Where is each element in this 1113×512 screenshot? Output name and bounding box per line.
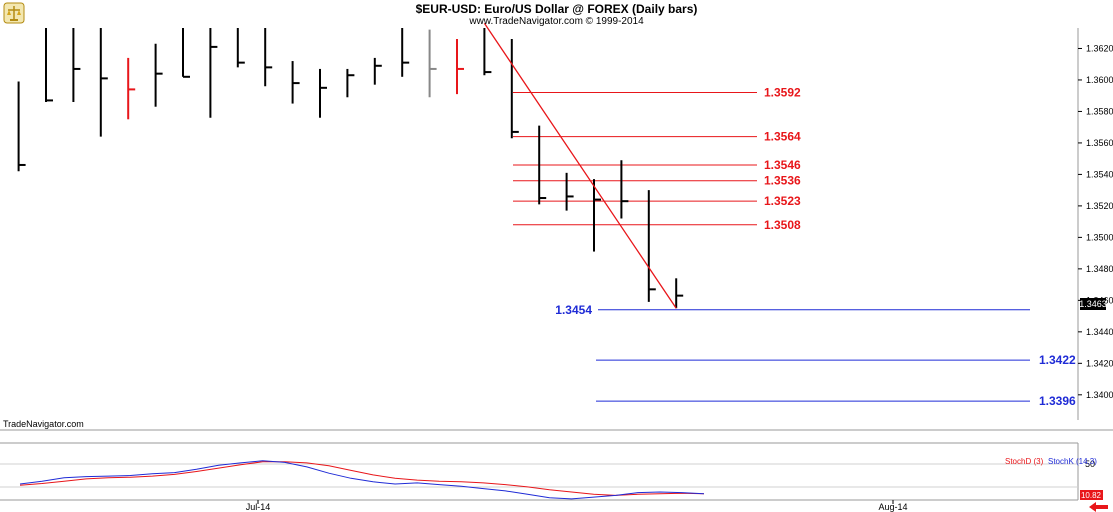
ohlc-bar <box>99 28 108 137</box>
ohlc-bar <box>319 68 327 118</box>
target-label-2: 1.3396 <box>1039 394 1076 408</box>
ohlc-bar <box>373 57 382 85</box>
ohlc-bar <box>264 28 273 87</box>
last-price-label: 1.3463 <box>1079 299 1107 309</box>
app-logo-icon <box>3 2 25 24</box>
price-levels: 1.3592 1.3564 1.3546 1.3536 1.3523 1.3508 1.34… <box>513 86 1076 408</box>
stoch-lines <box>19 460 705 500</box>
ohlc-bar <box>593 179 601 252</box>
stoch-last-value-marker: 10.82 <box>1080 490 1103 500</box>
ohlc-bar <box>428 29 437 98</box>
ohlc-bar <box>209 28 218 118</box>
retracement-label-5: 1.3508 <box>764 218 801 232</box>
ohlc-bar <box>401 28 410 77</box>
x-tick-jul: Jul-14 <box>246 502 271 512</box>
ohlc-bar <box>291 61 300 104</box>
target-label-1: 1.3422 <box>1039 353 1076 367</box>
ohlc-bar <box>456 39 464 95</box>
stoch-series-0 <box>19 461 705 496</box>
watermark: TradeNavigator.com <box>3 419 84 429</box>
ohlc-bar <box>647 190 656 302</box>
ohlc-bar <box>483 28 492 76</box>
ohlc-bar <box>45 28 53 102</box>
y-tick-label-6: 1.3500 <box>1086 232 1113 242</box>
y-tick-label-2: 1.3580 <box>1086 106 1113 116</box>
stochastic-pane: 50 StochD (3) StochK (14,3) 10.82 <box>0 442 1108 512</box>
ohlc-bar <box>510 39 519 139</box>
ohlc-bar <box>17 81 26 172</box>
ohlc-bar <box>154 43 163 107</box>
y-tick-label-9: 1.3440 <box>1086 327 1113 337</box>
x-tick-aug: Aug-14 <box>878 502 907 512</box>
y-tick-label-3: 1.3560 <box>1086 138 1113 148</box>
ohlc-bar <box>346 68 355 98</box>
price-axis: 1.3620 1.3600 1.3580 1.3560 1.3540 1.3520 1.35… <box>1078 43 1113 400</box>
ohlc-bar <box>620 160 629 219</box>
y-tick-label-10: 1.3420 <box>1086 358 1113 368</box>
stoch-legend-k: StochK (14,3) <box>1048 457 1097 466</box>
retracement-label-1: 1.3564 <box>764 130 801 144</box>
retracement-label-0: 1.3592 <box>764 86 801 100</box>
y-tick-label-4: 1.3540 <box>1086 169 1113 179</box>
ohlc-bars <box>17 28 684 309</box>
price-pane: 1.3620 1.3600 1.3580 1.3560 1.3540 1.3520 1.35… <box>0 22 1113 431</box>
trendline <box>483 22 677 309</box>
stoch-last-value: 10.82 <box>1081 491 1102 500</box>
ohlc-bar <box>127 57 136 120</box>
y-tick-label-1: 1.3600 <box>1086 75 1113 85</box>
chart-header: $EUR-USD: Euro/US Dollar @ FOREX (Daily … <box>0 0 1113 27</box>
ohlc-bar <box>565 172 574 211</box>
last-price-marker: 1.3463 <box>1079 298 1107 310</box>
x-axis: Jul-14 Aug-14 <box>246 500 908 512</box>
chart-subtitle: www.TradeNavigator.com © 1999-2014 <box>469 16 644 27</box>
ohlc-bar <box>182 28 190 78</box>
ohlc-bar <box>236 28 245 68</box>
y-tick-label-7: 1.3480 <box>1086 264 1113 274</box>
retracement-label-4: 1.3523 <box>764 194 801 208</box>
chart-title: $EUR-USD: Euro/US Dollar @ FOREX (Daily … <box>415 2 698 16</box>
ohlc-bar <box>538 125 547 205</box>
target-label-0: 1.3454 <box>555 303 592 317</box>
scroll-left-arrow-icon[interactable] <box>1089 502 1108 512</box>
stoch-tick-50: 50 <box>1085 459 1095 469</box>
retracement-label-3: 1.3536 <box>764 174 801 188</box>
y-tick-label-0: 1.3620 <box>1086 43 1113 53</box>
retracement-label-2: 1.3546 <box>764 158 801 172</box>
y-tick-label-5: 1.3520 <box>1086 201 1113 211</box>
ohlc-bar <box>72 28 81 102</box>
ohlc-bar <box>675 278 684 309</box>
stoch-legend-d: StochD (3) <box>1005 457 1044 466</box>
y-tick-label-11: 1.3400 <box>1086 390 1113 400</box>
stoch-series-1 <box>19 460 705 500</box>
